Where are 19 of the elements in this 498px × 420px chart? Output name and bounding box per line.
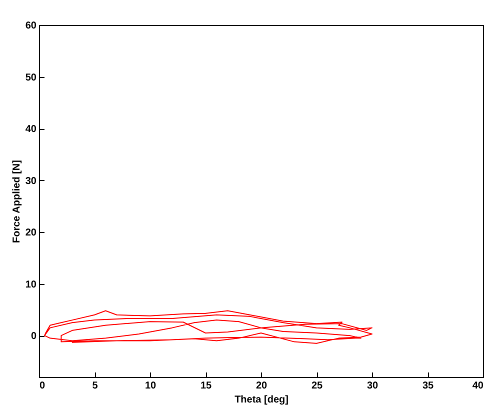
line-series (44, 310, 372, 344)
y-axis-title: Force Applied [N] (11, 160, 22, 243)
y-tick-label: 50 (25, 72, 37, 84)
y-tick-label: 20 (25, 228, 37, 239)
y-tick-label: 30 (25, 176, 37, 187)
x-tick-label: 5 (92, 380, 98, 392)
y-tick-label: 0 (30, 331, 37, 342)
x-tick-label: 10 (144, 380, 156, 392)
x-tick-label: 20 (256, 380, 268, 392)
y-tick-label: 60 (25, 20, 37, 32)
y-tick-label: 10 (25, 279, 37, 290)
x-tick-label: 35 (422, 380, 434, 392)
y-tick-label: 40 (25, 124, 37, 136)
x-tick-label: 0 (40, 380, 46, 392)
x-tick-label: 40 (472, 380, 484, 392)
x-tick-label: 25 (311, 380, 323, 392)
x-tick-label: 15 (200, 380, 212, 392)
x-axis-title: Theta [deg] (234, 394, 288, 406)
x-tick-label: 30 (366, 380, 378, 392)
